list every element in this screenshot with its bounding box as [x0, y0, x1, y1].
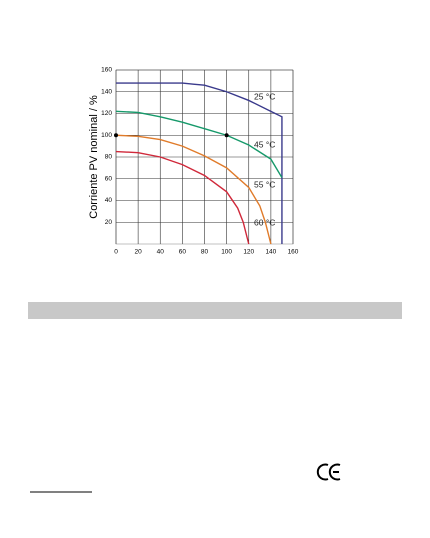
- ce-mark: [316, 463, 341, 481]
- series-label: 45 °C: [254, 139, 275, 149]
- y-tick-label: 80: [105, 154, 113, 161]
- marker: [224, 133, 229, 138]
- x-tick-label: 140: [265, 249, 276, 256]
- series-line: [116, 82, 283, 244]
- series-line: [115, 150, 250, 245]
- x-tick-label: 0: [114, 249, 118, 256]
- series-label: 55 °C: [254, 179, 275, 189]
- y-tick-label: 60: [105, 175, 113, 182]
- y-tick-label: 120: [101, 110, 112, 117]
- x-tick-label: 120: [243, 249, 254, 256]
- y-tick-label: 20: [105, 219, 113, 226]
- y-axis-label: Corriente PV nominal / %: [88, 95, 100, 219]
- x-tick-label: 20: [135, 249, 143, 256]
- x-tick-label: 100: [221, 249, 232, 256]
- x-tick-label: 40: [157, 249, 165, 256]
- series-label: 25 °C: [254, 91, 275, 101]
- series-line: [115, 110, 283, 179]
- y-tick-label: 40: [105, 197, 113, 204]
- marker: [114, 133, 118, 138]
- x-tick-label: 80: [201, 249, 209, 256]
- x-tick-label: 160: [288, 249, 299, 256]
- section-bar: [28, 302, 402, 319]
- y-tick-label: 140: [101, 88, 112, 95]
- y-tick-label: 160: [101, 67, 112, 74]
- x-tick-label: 60: [179, 249, 187, 256]
- series-label: 60 °C: [254, 217, 275, 227]
- y-tick-label: 100: [101, 132, 112, 139]
- series-line: [115, 134, 272, 245]
